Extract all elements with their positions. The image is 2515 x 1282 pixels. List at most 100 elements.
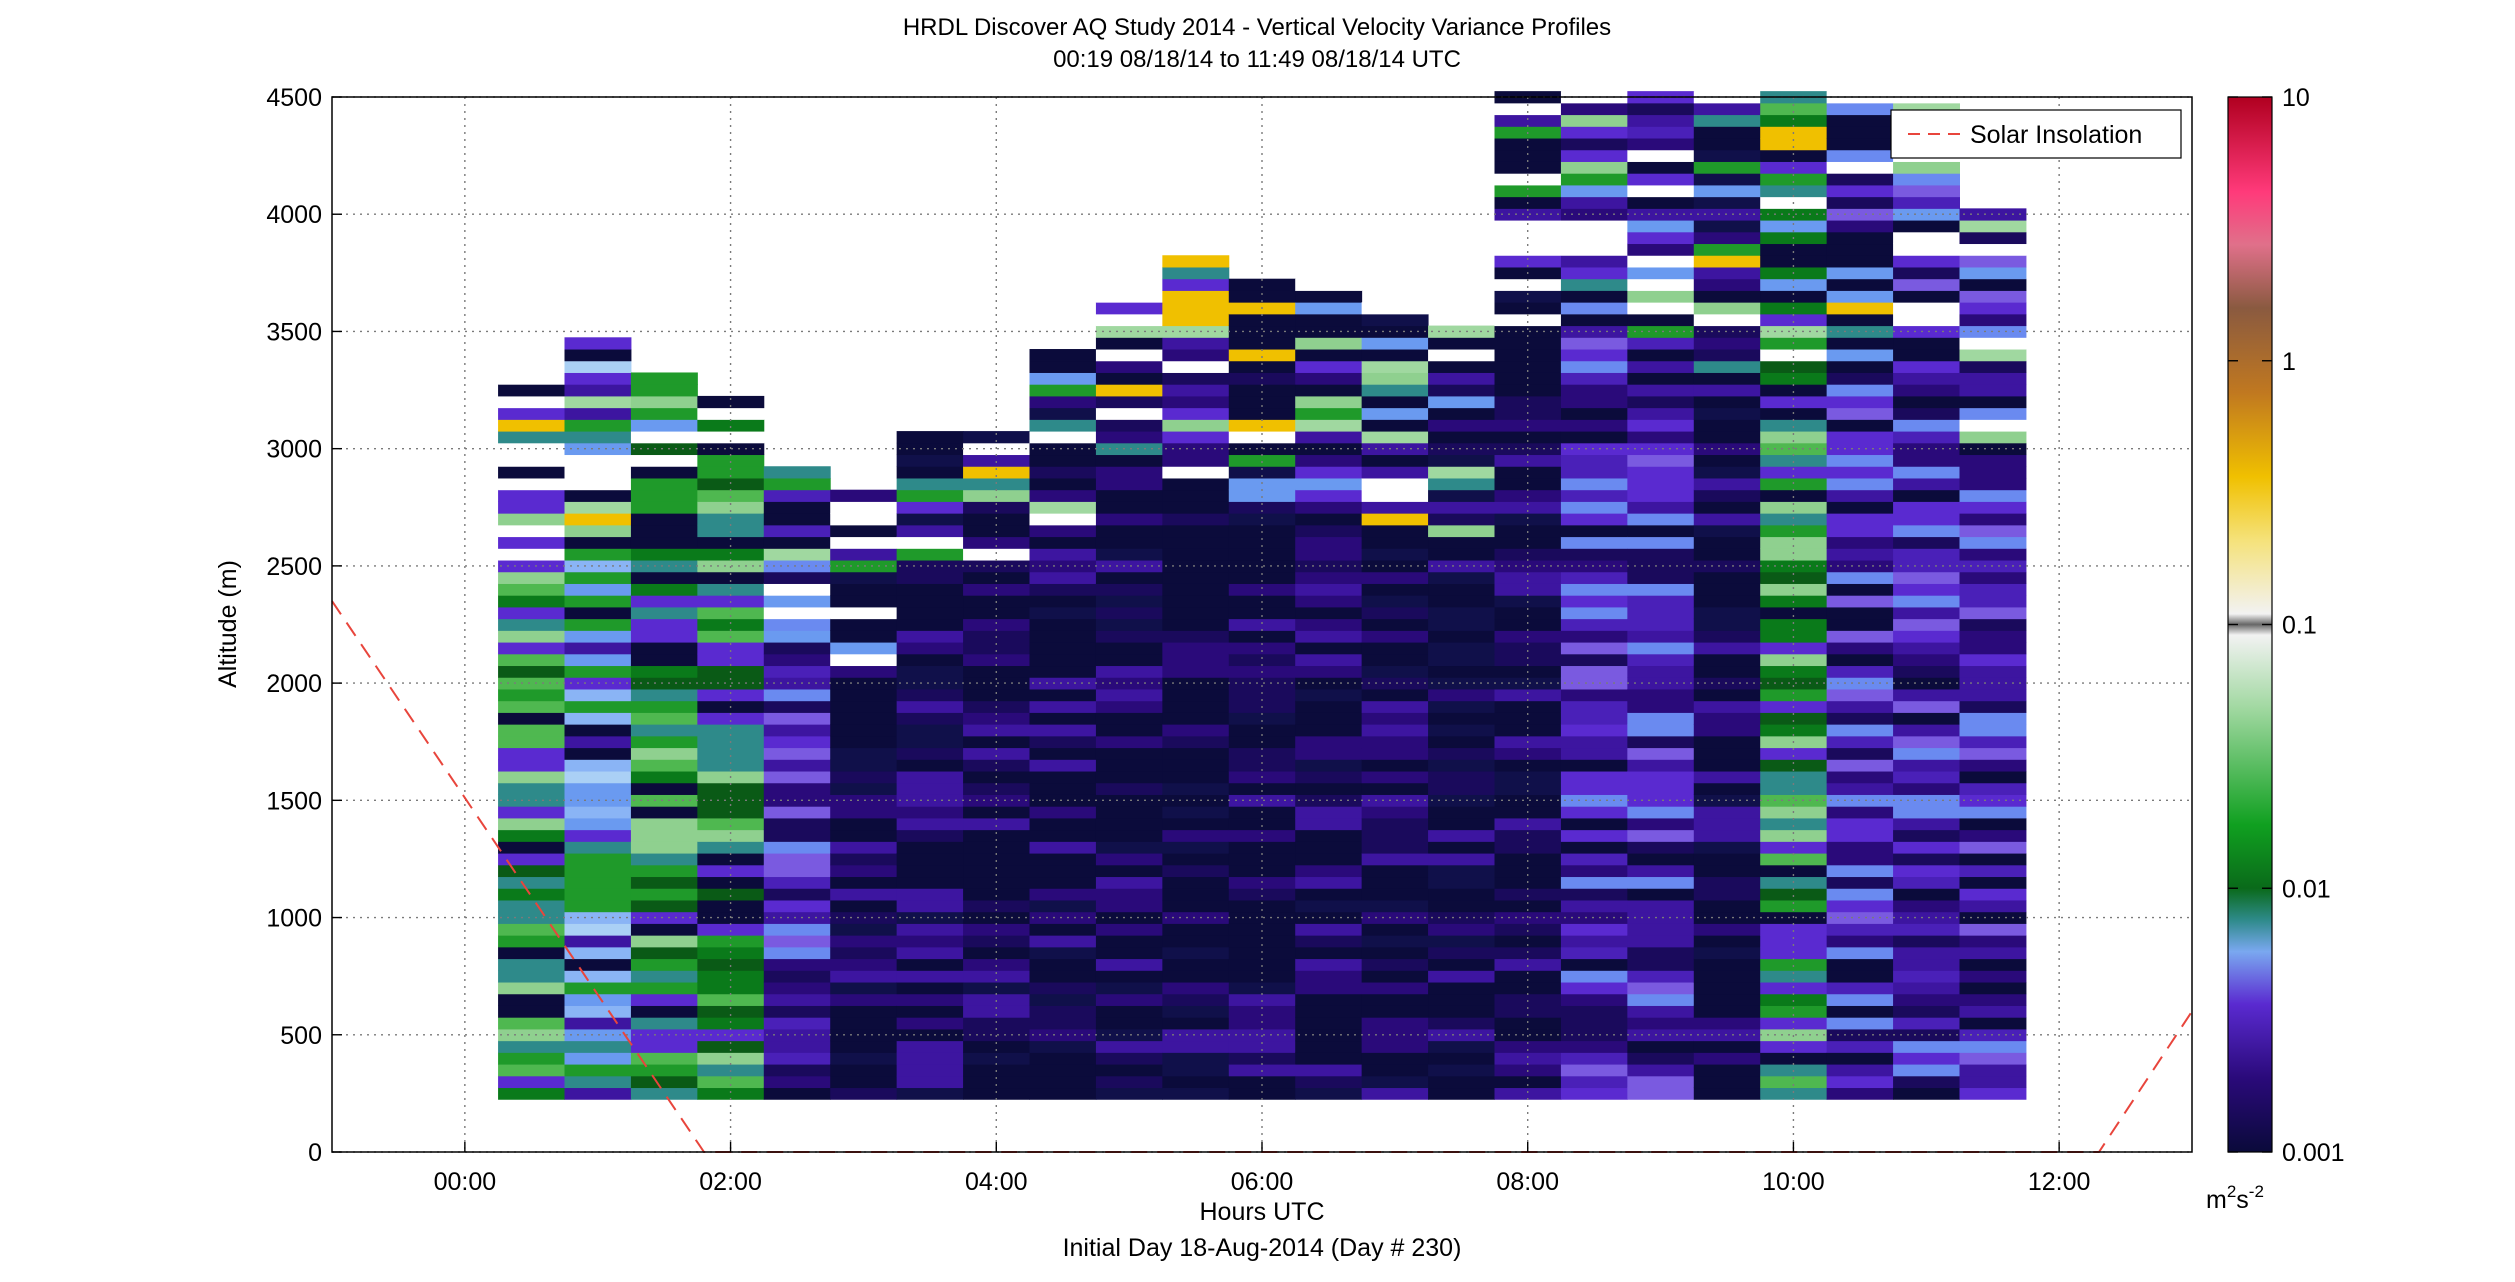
profile-cell-14 (1428, 595, 1495, 608)
initial-day-note: Initial Day 18-Aug-2014 (Day # 230) (1063, 1234, 1462, 1262)
profile-cell-14 (1428, 395, 1495, 409)
profile-cell-18 (1693, 688, 1761, 702)
profile-cell-0 (498, 899, 565, 913)
profile-cell-9 (1095, 548, 1163, 561)
profile-cell-11 (1228, 571, 1296, 584)
profile-cell-5 (830, 853, 898, 866)
profile-cell-22 (1959, 993, 2027, 1006)
profile-cell-4 (763, 853, 831, 866)
profile-cell-1 (564, 1052, 632, 1065)
profile-cell-10 (1162, 583, 1230, 596)
profile-cell-15 (1494, 102, 1562, 116)
profile-cell-10 (1162, 360, 1230, 373)
profile-cell-4 (763, 630, 831, 643)
profile-cell-12 (1295, 653, 1363, 667)
profile-cell-7 (963, 642, 1030, 655)
profile-cell-2 (630, 817, 698, 831)
profile-cell-11 (1228, 384, 1296, 397)
profile-cell-16 (1560, 876, 1628, 889)
profile-cell-17 (1627, 501, 1695, 514)
profile-cell-2 (630, 982, 698, 995)
profile-cell-21 (1893, 712, 1960, 725)
profile-cell-9 (1095, 606, 1163, 620)
profile-cell-10 (1162, 899, 1230, 913)
profile-cell-22 (1959, 255, 2027, 268)
profile-cell-18 (1693, 196, 1761, 209)
profile-cell-5 (830, 688, 898, 702)
profile-cell-20 (1826, 771, 1894, 784)
profile-cell-16 (1560, 184, 1628, 198)
profile-cell-9 (1095, 958, 1163, 971)
profile-cell-14 (1428, 1087, 1495, 1100)
profile-cell-10 (1162, 372, 1230, 385)
profile-cell-14 (1428, 911, 1495, 924)
x-tick-label: 10:00 (1762, 1168, 1825, 1196)
profile-cell-18 (1693, 102, 1761, 116)
profile-cell-11 (1228, 747, 1296, 760)
profile-cell-15 (1494, 970, 1562, 983)
profile-cell-17 (1627, 595, 1695, 608)
profile-cell-7 (963, 513, 1030, 526)
profile-cell-9 (1095, 278, 1163, 291)
profile-cell-15 (1494, 571, 1562, 584)
profile-cell-16 (1560, 372, 1628, 385)
profile-cell-18 (1693, 1052, 1761, 1065)
profile-cell-12 (1295, 782, 1363, 795)
profile-cell-6 (896, 817, 964, 831)
profile-cell-20 (1826, 595, 1894, 608)
profile-cell-1 (564, 454, 632, 467)
profile-cell-22 (1959, 1040, 2027, 1053)
profile-cell-20 (1826, 911, 1894, 924)
profile-cell-20 (1826, 337, 1894, 350)
profile-cell-1 (564, 829, 632, 842)
profile-cell-12 (1295, 806, 1363, 819)
profile-cell-22 (1959, 524, 2027, 538)
profile-cell-6 (896, 1040, 964, 1053)
profile-cell-18 (1693, 653, 1761, 667)
profile-cell-17 (1627, 982, 1695, 995)
profile-cell-2 (630, 782, 698, 795)
profile-cell-15 (1494, 1005, 1562, 1018)
profile-cell-1 (564, 688, 632, 702)
profile-cell-15 (1494, 747, 1562, 760)
profile-cell-0 (498, 431, 565, 444)
profile-cell-16 (1560, 864, 1628, 878)
profile-cell-21 (1893, 208, 1960, 221)
profile-cell-17 (1627, 688, 1695, 702)
profile-cell-3 (697, 489, 765, 502)
profile-cell-10 (1162, 524, 1230, 538)
profile-cell-21 (1893, 466, 1960, 479)
profile-cell-13 (1361, 489, 1429, 502)
profile-cell-12 (1295, 513, 1363, 526)
profile-cell-12 (1295, 278, 1363, 291)
profile-cell-20 (1826, 102, 1894, 116)
profile-cell-21 (1893, 571, 1960, 584)
profile-cell-9 (1095, 747, 1163, 760)
x-axis-ticks: 00:00 02:00 04:00 06:00 08:00 10:00 12:00 (434, 1142, 2090, 1196)
profile-cell-21 (1893, 782, 1960, 795)
profile-cell-16 (1560, 1040, 1628, 1053)
profile-cell-3 (697, 1087, 765, 1100)
profile-cell-20 (1826, 935, 1894, 948)
profile-cell-21 (1893, 864, 1960, 878)
profile-cell-14 (1428, 1075, 1495, 1089)
profile-cell-18 (1693, 853, 1761, 866)
profile-cell-18 (1693, 1064, 1761, 1077)
profile-cell-10 (1162, 1005, 1230, 1018)
profile-cell-10 (1162, 1052, 1230, 1065)
profile-cell-8 (1029, 864, 1097, 878)
profile-cell-1 (564, 560, 632, 573)
profile-cell-7 (963, 829, 1030, 842)
profile-cell-5 (830, 606, 898, 620)
profile-cell-6 (896, 1028, 964, 1042)
profile-cell-7 (963, 1040, 1030, 1053)
profile-cell-12 (1295, 1052, 1363, 1065)
profile-cell-17 (1627, 665, 1695, 678)
profile-cell-3 (697, 454, 765, 467)
profile-cell-9 (1095, 653, 1163, 667)
profile-cell-8 (1029, 1028, 1097, 1042)
profile-cell-17 (1627, 888, 1695, 901)
profile-cell-6 (896, 560, 964, 573)
profile-cell-1 (564, 466, 632, 479)
profile-cell-21 (1893, 548, 1960, 561)
